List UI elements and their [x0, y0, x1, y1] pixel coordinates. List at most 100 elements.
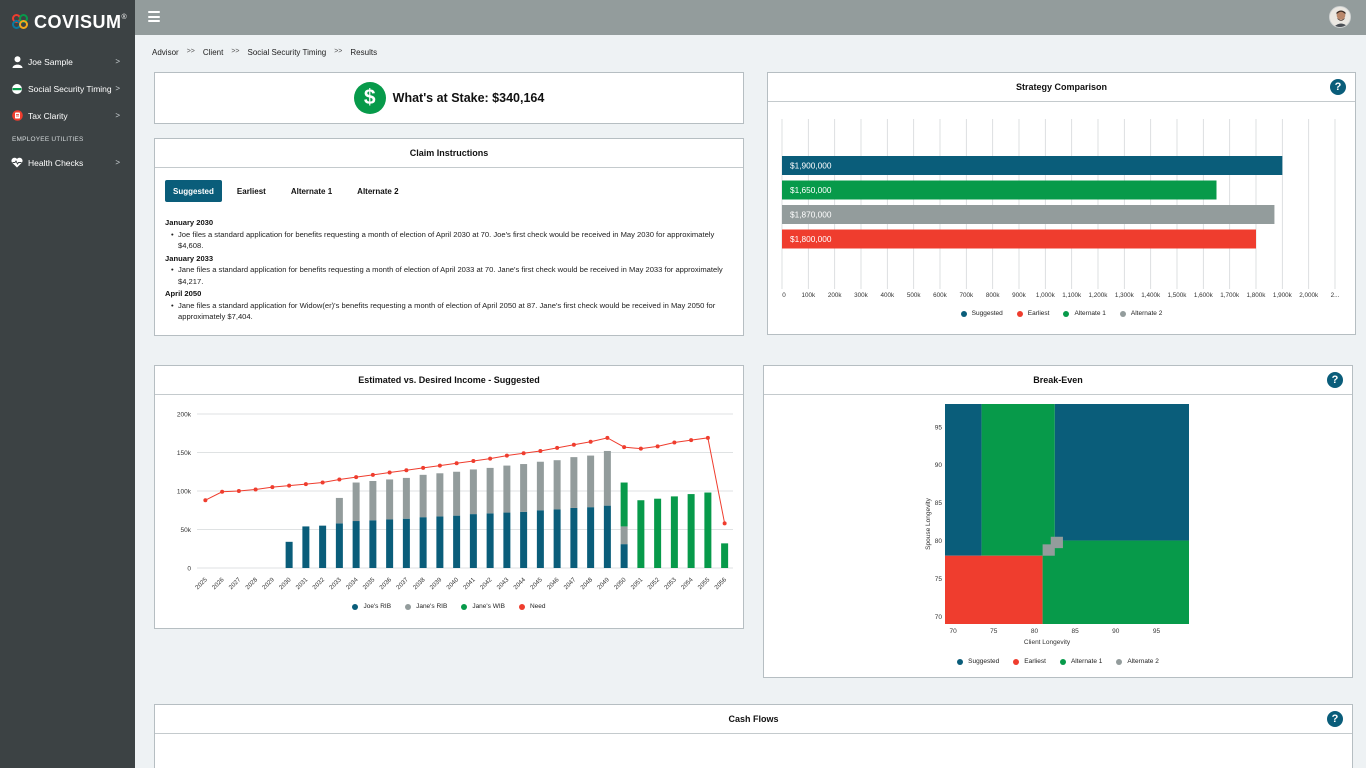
- sidebar-item-label: Social Security Timing: [28, 83, 112, 94]
- need-point: [287, 483, 292, 488]
- bar-jane-s-rib: [620, 526, 628, 545]
- legend-item[interactable]: Alternate 1: [1059, 658, 1103, 665]
- breadcrumb-client[interactable]: Client: [202, 48, 224, 57]
- need-point: [437, 463, 442, 468]
- legend-item[interactable]: Alternate 2: [1119, 310, 1162, 317]
- legend-item[interactable]: Joe's RIB: [352, 603, 391, 610]
- bar-joe-s-rib: [503, 512, 511, 568]
- x-tick-label: 1,300k: [1115, 292, 1135, 299]
- logo-mark-icon: [12, 14, 32, 30]
- x-tick-label: 2052: [646, 576, 661, 591]
- avatar[interactable]: [1329, 6, 1351, 28]
- legend-swatch: [405, 603, 412, 610]
- legend-item[interactable]: Earliest: [1013, 658, 1046, 665]
- bar-jane-s-wib: [620, 482, 628, 527]
- sidebar-item-label: Joe Sample: [28, 56, 73, 67]
- x-tick-label: 2039: [429, 576, 444, 591]
- help-icon[interactable]: ?: [1330, 79, 1346, 95]
- need-point: [370, 472, 375, 477]
- need-point: [488, 456, 493, 461]
- bar-jane-s-rib: [486, 467, 494, 514]
- x-tick-label: 2025: [194, 576, 209, 591]
- x-tick-label: 2047: [563, 576, 578, 591]
- x-tick-label: 2053: [663, 576, 678, 591]
- legend-label: Jane's WIB: [472, 603, 505, 610]
- claim-text: Joe files a standard application for ben…: [165, 229, 733, 252]
- cash-flows-title: Cash Flows: [728, 714, 779, 724]
- bar-joe-s-rib: [386, 519, 394, 568]
- legend-item[interactable]: Alternate 2: [1116, 658, 1159, 665]
- x-tick-label: 80: [1031, 628, 1039, 635]
- claim-instructions-body: January 2030 Joe files a standard applic…: [155, 202, 743, 323]
- x-tick-label: 90: [1112, 628, 1120, 635]
- sidebar-item-social-security-timing[interactable]: Social Security Timing >: [0, 75, 135, 102]
- legend-swatch: [957, 658, 964, 665]
- sidebar-item-tax-clarity[interactable]: Tax Clarity >: [0, 102, 135, 129]
- help-icon[interactable]: ?: [1327, 372, 1343, 388]
- need-point: [622, 445, 627, 450]
- bar-joe-s-rib: [603, 505, 611, 568]
- tab-earliest[interactable]: Earliest: [236, 186, 266, 196]
- tab-alternate-2[interactable]: Alternate 2: [357, 186, 399, 196]
- y-tick-label: 200k: [177, 412, 192, 419]
- break-even-title: Break-Even: [1033, 375, 1083, 385]
- need-point: [722, 521, 727, 526]
- x-tick-label: 2027: [228, 576, 243, 591]
- hamburger-menu-icon[interactable]: [148, 11, 160, 22]
- need-point: [689, 438, 694, 443]
- legend-item[interactable]: Need: [518, 603, 546, 610]
- y-tick-label: 50k: [181, 527, 192, 534]
- need-point: [203, 498, 208, 503]
- region-alternate-1: [981, 404, 1055, 556]
- breadcrumb-separator: >>: [334, 48, 343, 55]
- legend-label: Joe's RIB: [363, 603, 392, 610]
- x-tick-label: 1,800k: [1247, 292, 1267, 299]
- bar-earliest: [782, 180, 1217, 200]
- legend-item[interactable]: Jane's RIB: [405, 603, 447, 610]
- region-suggested: [1054, 404, 1189, 541]
- x-tick-label: 2042: [479, 576, 494, 591]
- help-icon[interactable]: ?: [1327, 711, 1343, 727]
- bar-jane-s-wib: [687, 494, 695, 568]
- x-tick-label: 2028: [244, 576, 259, 591]
- region-alternate-1: [1042, 540, 1189, 624]
- need-point: [672, 440, 677, 445]
- need-point: [421, 465, 426, 470]
- bar-joe-s-rib: [285, 541, 293, 568]
- legend-label: Alternate 1: [1070, 658, 1103, 665]
- claim-text: Jane files a standard application for be…: [165, 264, 733, 287]
- x-tick-label: 600k: [933, 292, 948, 299]
- legend-item[interactable]: Suggested: [957, 658, 999, 665]
- breadcrumb-results: Results: [350, 48, 378, 57]
- bar-jane-s-wib: [704, 492, 712, 568]
- y-tick-label: 85: [935, 500, 943, 507]
- breadcrumb-advisor[interactable]: Advisor: [152, 48, 179, 57]
- sidebar-item-health-checks[interactable]: Health Checks >: [0, 149, 135, 176]
- tab-alternate-1[interactable]: Alternate 1: [290, 186, 333, 196]
- legend-label: Earliest: [1027, 310, 1050, 317]
- x-tick-label: 1,200k: [1089, 292, 1109, 299]
- covisum-logo[interactable]: COVISUM ®: [0, 0, 135, 44]
- sidebar-item-joe-sample[interactable]: Joe Sample >: [0, 48, 135, 75]
- tab-suggested[interactable]: Suggested: [165, 180, 222, 202]
- panel-title: Claim Instructions: [155, 139, 743, 168]
- heart-pulse-icon: [11, 157, 23, 169]
- legend-item[interactable]: Jane's WIB: [461, 603, 505, 610]
- claim-date: January 2030: [165, 218, 214, 227]
- legend-item[interactable]: Earliest: [1016, 310, 1050, 317]
- x-tick-label: 2031: [295, 576, 310, 591]
- strategy-comparison-panel: Strategy Comparison ? 0 100k 200k 300k 400k 5…: [767, 72, 1356, 335]
- x-tick-label: 2044: [512, 576, 527, 591]
- estimated-income-chart: 0 50k 100k 150k 200k 2025 2026 2027 2028 2029 2030…: [177, 412, 733, 591]
- bar-joe-s-rib: [620, 544, 628, 568]
- y-tick-label: 100k: [177, 489, 192, 496]
- breadcrumb-social-security-timing[interactable]: Social Security Timing: [247, 48, 327, 57]
- x-tick-label: 1,700k: [1220, 292, 1240, 299]
- legend-label: Suggested: [971, 310, 1003, 317]
- break-even-chart: 70 75 80 85 90 95 70 75 80 85 90 95 Client Longevity…: [925, 404, 1189, 646]
- bar-value-label: $1,870,000: [790, 210, 832, 220]
- legend-item[interactable]: Alternate 1: [1063, 310, 1106, 317]
- legend-item[interactable]: Suggested: [960, 310, 1003, 317]
- x-tick-label: 300k: [854, 292, 869, 299]
- x-tick-label: 2034: [345, 576, 360, 591]
